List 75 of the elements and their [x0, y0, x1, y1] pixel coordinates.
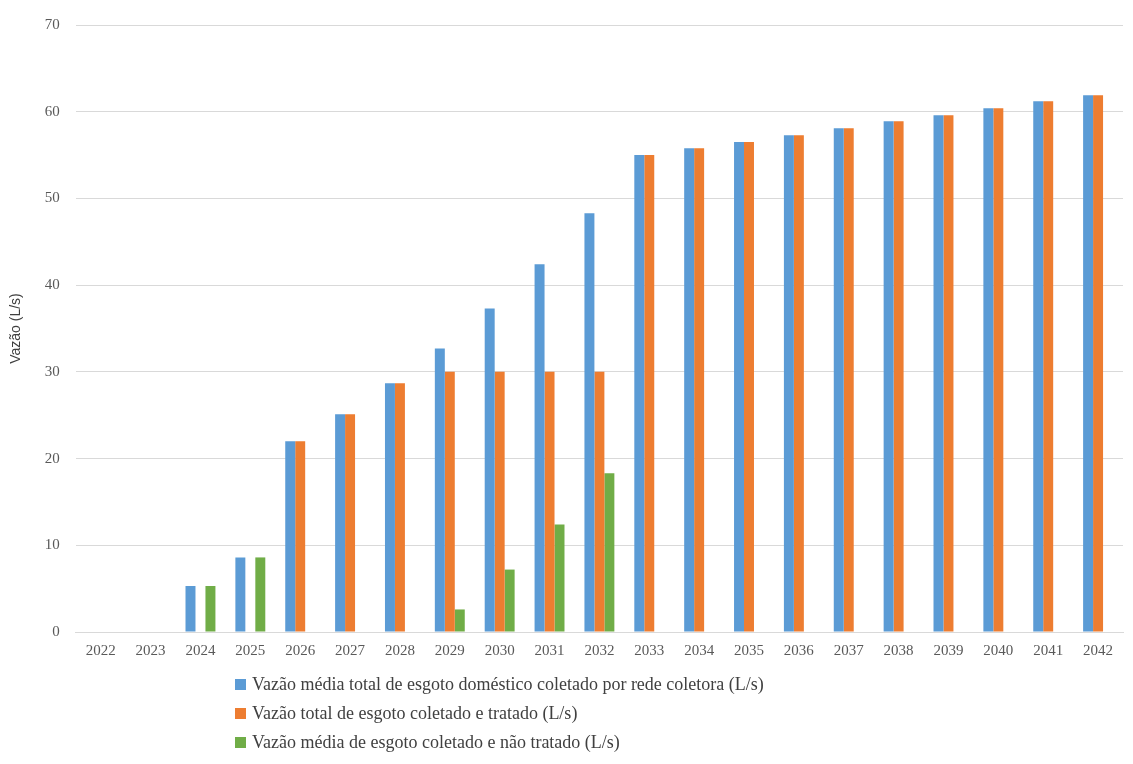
- bar: [584, 213, 595, 632]
- y-tick-label: 70: [44, 15, 60, 32]
- bar: [335, 414, 346, 632]
- bar: [843, 128, 854, 632]
- x-tick-label: 2024: [185, 641, 216, 658]
- y-tick-label: 0: [52, 622, 60, 639]
- bar: [205, 586, 216, 632]
- y-tick-label: 30: [44, 362, 60, 379]
- y-tick-label: 20: [44, 449, 60, 466]
- bar: [1033, 101, 1044, 632]
- bar: [384, 383, 395, 632]
- x-tick-label: 2033: [634, 641, 665, 658]
- bar: [684, 148, 695, 632]
- bar: [744, 142, 754, 632]
- bar: [1083, 95, 1094, 632]
- y-tick-label: 10: [44, 536, 60, 553]
- bar: [883, 121, 894, 632]
- bar: [604, 473, 615, 632]
- x-tick-label: 2026: [285, 641, 316, 658]
- x-tick-label: 2036: [783, 641, 815, 658]
- legend-label: Vazão média de esgoto coletado e não tratado (L/s): [252, 732, 620, 753]
- x-tick-label: 2022: [85, 641, 116, 658]
- bar: [833, 128, 844, 632]
- legend-label: Vazão total de esgoto coletado e tratado (L/s): [252, 703, 578, 724]
- y-tick-label: 40: [44, 276, 60, 293]
- x-tick-label: 2028: [384, 641, 415, 658]
- x-tick-label: 2042: [1083, 641, 1114, 658]
- bar: [434, 348, 445, 632]
- bar: [634, 155, 645, 632]
- bar: [285, 441, 296, 632]
- bar: [504, 569, 515, 632]
- legend-label: Vazão média total de esgoto doméstico coletado por rede coletora (L/s): [252, 674, 764, 695]
- bar: [1043, 101, 1054, 632]
- bar: [1093, 95, 1104, 632]
- y-axis-title: Vazão (L/s): [7, 293, 24, 364]
- x-tick-label: 2037: [833, 641, 865, 658]
- bar: [345, 414, 356, 632]
- bar: [394, 383, 405, 632]
- x-tick-label: 2023: [135, 641, 166, 658]
- bar: [734, 142, 745, 632]
- bar: [943, 115, 954, 632]
- bar: [893, 121, 904, 632]
- x-tick-label: 2039: [933, 641, 964, 658]
- x-tick-label: 2029: [434, 641, 465, 658]
- bar: [554, 524, 565, 632]
- bar: [644, 155, 655, 632]
- bar: [484, 308, 495, 632]
- y-tick-label: 50: [44, 189, 60, 206]
- bar: [983, 108, 994, 632]
- x-tick-label: 2025: [235, 641, 266, 658]
- bar: [534, 264, 545, 632]
- y-tick-label: 60: [44, 102, 60, 119]
- bar: [454, 609, 465, 632]
- x-tick-label: 2034: [684, 641, 715, 658]
- bar: [444, 371, 455, 632]
- bar: [544, 371, 555, 632]
- bar: [295, 441, 306, 632]
- bar: [494, 371, 505, 632]
- x-tick-label: 2035: [734, 641, 764, 658]
- x-tick-label: 2041: [1033, 641, 1064, 658]
- x-tick-label: 2031: [534, 641, 565, 658]
- x-tick-label: 2027: [335, 641, 366, 658]
- x-tick-label: 2040: [983, 641, 1014, 658]
- bar: [783, 135, 794, 632]
- x-tick-label: 2030: [484, 641, 515, 658]
- bar: [694, 148, 705, 632]
- bar: [185, 586, 196, 632]
- x-tick-label: 2038: [883, 641, 914, 658]
- bar: [933, 115, 944, 632]
- bar: [993, 108, 1004, 632]
- bar: [255, 557, 266, 632]
- bar: [235, 557, 246, 632]
- x-tick-label: 2032: [584, 641, 615, 658]
- bar: [793, 135, 804, 632]
- bar: [594, 371, 605, 632]
